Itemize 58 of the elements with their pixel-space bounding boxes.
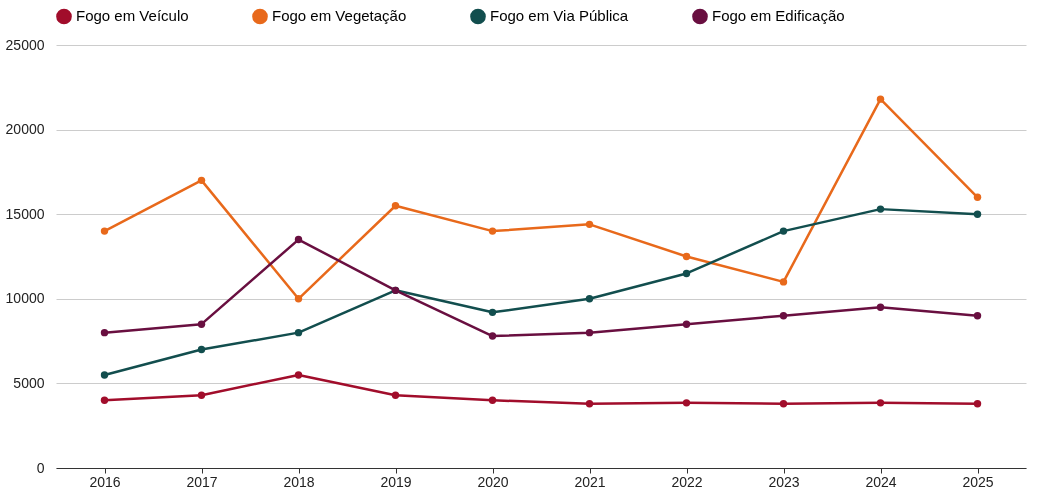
y-tick-label: 20000 [5, 121, 45, 138]
point [488, 332, 497, 340]
x-tick-label: 2019 [380, 473, 412, 490]
point [197, 345, 206, 354]
x-tick-label: 2016 [89, 473, 121, 490]
point [585, 400, 594, 408]
point [682, 320, 691, 328]
point [100, 371, 109, 379]
x-tick-label: 2018 [283, 473, 315, 490]
point [973, 312, 982, 320]
y-tick-label: 10000 [5, 290, 45, 307]
y-tick-label: 25000 [5, 36, 45, 53]
point [100, 396, 109, 405]
point [197, 320, 206, 328]
x-tick-label: 2017 [186, 473, 218, 490]
point [779, 312, 788, 320]
y-tick-label: 15000 [5, 205, 45, 222]
point [100, 328, 109, 337]
legend-label: Fogo em Via Pública [490, 7, 629, 25]
point [779, 227, 788, 235]
point [197, 176, 206, 185]
point [488, 396, 497, 405]
point [682, 399, 691, 407]
point [973, 210, 982, 218]
x-tick-label: 2022 [671, 473, 703, 490]
point [876, 95, 885, 103]
point [294, 328, 303, 337]
y-tick-label: 5000 [13, 374, 45, 391]
point [973, 400, 982, 408]
point [585, 295, 594, 303]
legend-label: Fogo em Vegetação [272, 7, 407, 25]
point [779, 400, 788, 408]
point [488, 227, 497, 235]
point [294, 295, 303, 303]
x-tick-label: 2024 [865, 473, 897, 490]
point [682, 269, 691, 278]
point [876, 205, 885, 213]
point [294, 371, 303, 379]
y-tick-label: 0 [36, 459, 45, 476]
point [294, 235, 303, 244]
x-tick-label: 2023 [768, 473, 800, 490]
point [682, 252, 691, 261]
legend-label: Fogo em Edificação [712, 7, 845, 25]
point [488, 308, 497, 317]
point [391, 202, 400, 210]
point [876, 399, 885, 407]
point [585, 328, 594, 337]
legend-label: Fogo em Veículo [76, 7, 189, 25]
point [197, 391, 206, 399]
point [100, 227, 109, 235]
x-tick-label: 2021 [574, 473, 606, 490]
point [779, 278, 788, 286]
x-tick-label: 2020 [477, 473, 509, 490]
point [973, 193, 982, 201]
point [876, 303, 885, 311]
point [391, 391, 400, 399]
point [585, 220, 594, 229]
x-tick-label: 2025 [962, 473, 994, 490]
